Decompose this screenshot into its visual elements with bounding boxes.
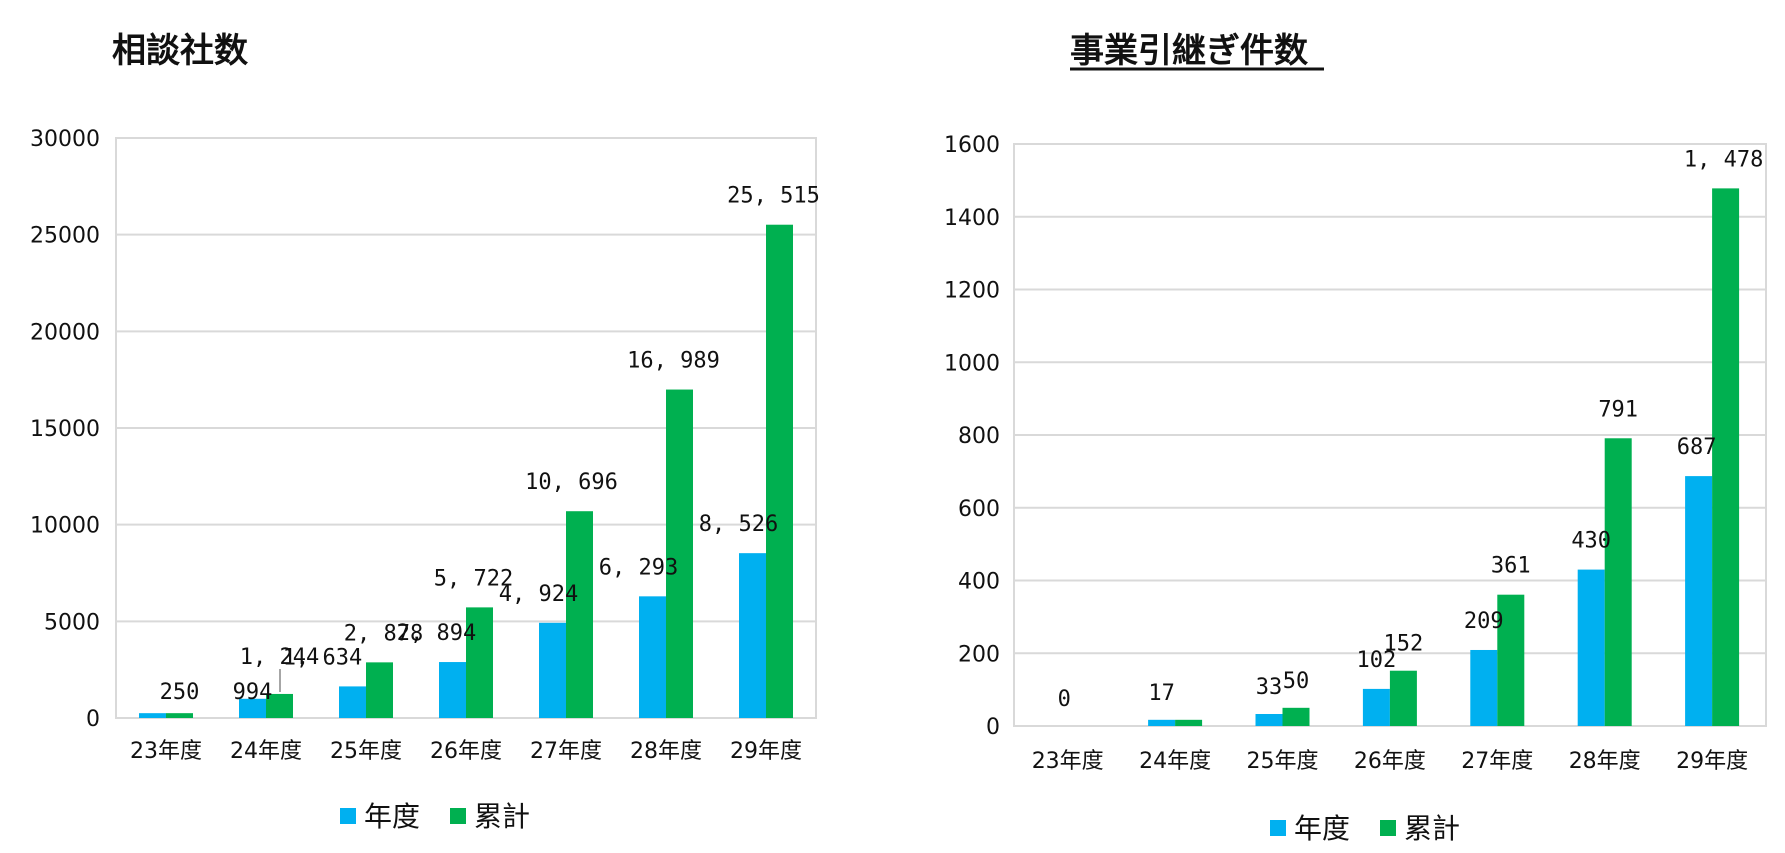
chart-2-y-tick-label: 1400: [944, 206, 1000, 231]
chart-1-x-tick-label: 23年度: [130, 739, 202, 764]
chart-2-bar-cumulative: [1712, 188, 1740, 726]
chart-1-data-label-annual: 2, 894: [397, 621, 476, 646]
chart-1-data-label-annual: 1, 634: [283, 645, 362, 670]
chart-2-data-label-annual: 102: [1357, 648, 1397, 673]
chart-1-bar-annual: [639, 596, 666, 718]
chart-1-legend: 年度 累計: [340, 800, 530, 833]
chart-1-y-tick-label: 15000: [30, 417, 100, 442]
chart-2-data-label-annual: 33: [1256, 675, 1283, 700]
chart-1-bar-annual: [339, 686, 366, 718]
chart-2-legend: 年度 累計: [1270, 812, 1460, 845]
chart-2-data-label-annual: 0: [1058, 687, 1071, 712]
chart-2-legend-label-annual: 年度: [1294, 812, 1350, 845]
chart-1-data-label-annual: 994: [233, 680, 273, 705]
chart-2-x-tick-label: 23年度: [1032, 749, 1104, 774]
chart-1-data-label-annual: 4, 924: [499, 582, 578, 607]
chart-2-data-label-annual: 209: [1464, 609, 1504, 634]
chart-2-bar-cumulative: [1389, 670, 1417, 726]
chart-2-y-tick-label: 200: [958, 642, 1000, 667]
chart-2-bar-annual: [1685, 476, 1713, 726]
chart-2-bar-annual: [1255, 713, 1283, 726]
chart-2-bar-annual: [1470, 649, 1498, 726]
chart-2-legend-swatch-annual: [1270, 820, 1286, 836]
chart-1-y-tick-label: 0: [86, 707, 100, 732]
chart-2-data-label-cumulative: 152: [1384, 632, 1424, 657]
chart-1-y-tick-label: 30000: [30, 127, 100, 152]
chart-2-data-label-cumulative: 361: [1491, 554, 1531, 579]
chart-1-bar-annual: [539, 622, 566, 718]
chart-2-y-tick-label: 1600: [944, 133, 1000, 158]
chart-2-x-tick-label: 26年度: [1354, 749, 1426, 774]
chart-2-bar-cumulative: [1497, 594, 1525, 726]
chart-1-legend-swatch-annual: [340, 808, 356, 824]
chart-2-data-label-annual: 687: [1677, 435, 1717, 460]
chart-2-data-label-annual: 430: [1571, 529, 1611, 554]
chart-2-bar-annual: [1362, 688, 1390, 726]
chart-1-bar-cumulative: [766, 224, 793, 718]
chart-2-bar-cumulative: [1175, 719, 1203, 726]
chart-1-x-tick-label: 28年度: [630, 739, 702, 764]
chart-1-data-label-cumulative: 25, 515: [727, 184, 820, 209]
chart-1-x-tick-label: 29年度: [730, 739, 802, 764]
chart-1-data-label-cumulative: 250: [160, 680, 200, 705]
chart-1-data-label-annual: 8, 526: [699, 512, 778, 537]
chart-1-bar-cumulative: [266, 693, 293, 718]
chart-2-bar-annual: [1577, 569, 1605, 726]
chart-1-bar-annual: [439, 662, 466, 718]
chart-2-data-label-cumulative: 50: [1283, 669, 1310, 694]
chart-1-y-tick-label: 20000: [30, 320, 100, 345]
chart-2-bar-annual: [1148, 719, 1176, 726]
chart-2-y-tick-label: 1200: [944, 279, 1000, 304]
chart-1-legend-swatch-cumulative: [450, 808, 466, 824]
chart-1-bar-cumulative: [366, 662, 393, 718]
chart-2-y-tick-label: 0: [986, 715, 1000, 740]
chart-1-x-tick-label: 25年度: [330, 739, 402, 764]
chart-2-y-tick-label: 1000: [944, 351, 1000, 376]
chart-1-bar-annual: [139, 713, 166, 718]
chart-1-bar-cumulative: [666, 389, 693, 718]
chart-2-x-tick-label: 24年度: [1139, 749, 1211, 774]
chart-1-legend-label-cumulative: 累計: [474, 800, 530, 833]
chart-2-x-tick-label: 29年度: [1676, 749, 1748, 774]
chart-1-x-tick-label: 27年度: [530, 739, 602, 764]
chart-2-title: 事業引継ぎ件数: [1070, 31, 1308, 71]
chart-2-bar-cumulative: [1604, 438, 1632, 726]
chart-2-legend-label-cumulative: 累計: [1404, 812, 1460, 845]
chart-1-bar-cumulative: [166, 713, 193, 718]
chart-1-data-label-cumulative: 5, 722: [434, 566, 513, 591]
chart-1-x-tick-label: 26年度: [430, 739, 502, 764]
chart-1-y-tick-label: 10000: [30, 514, 100, 539]
chart-2-x-tick-label: 27年度: [1461, 749, 1533, 774]
chart-2-data-label-cumulative: 791: [1598, 397, 1638, 422]
chart-2-y-tick-label: 800: [958, 424, 1000, 449]
chart-2-data-label-annual: 17: [1148, 681, 1175, 706]
chart-2-y-tick-label: 600: [958, 497, 1000, 522]
chart-2-y-tick-label: 400: [958, 570, 1000, 595]
chart-2-x-tick-label: 28年度: [1569, 749, 1641, 774]
chart-2-bar-cumulative: [1282, 707, 1310, 726]
chart-1-bar-cumulative: [466, 607, 493, 718]
chart-1-data-label-cumulative: 10, 696: [525, 470, 618, 495]
chart-1-bar-annual: [739, 553, 766, 718]
chart-1-data-label-cumulative: 2, 878: [344, 621, 423, 646]
chart-1-data-label-annual: 6, 293: [599, 555, 678, 580]
chart-2-data-label-cumulative: 1, 478: [1684, 147, 1763, 172]
chart-1-bar-cumulative: [566, 511, 593, 718]
chart-1-legend-label-annual: 年度: [364, 800, 420, 833]
chart-2-x-tick-label: 25年度: [1247, 749, 1319, 774]
chart-1-y-tick-label: 5000: [44, 610, 100, 635]
chart-1-data-label-cumulative: 1, 244: [240, 645, 319, 670]
chart-1-bar-annual: [239, 698, 266, 718]
chart-1-y-tick-label: 25000: [30, 224, 100, 249]
chart-1-x-tick-label: 24年度: [230, 739, 302, 764]
chart-1-data-label-cumulative: 16, 989: [627, 349, 720, 374]
chart-1-title: 相談社数: [112, 31, 248, 71]
chart-2-legend-swatch-cumulative: [1380, 820, 1396, 836]
